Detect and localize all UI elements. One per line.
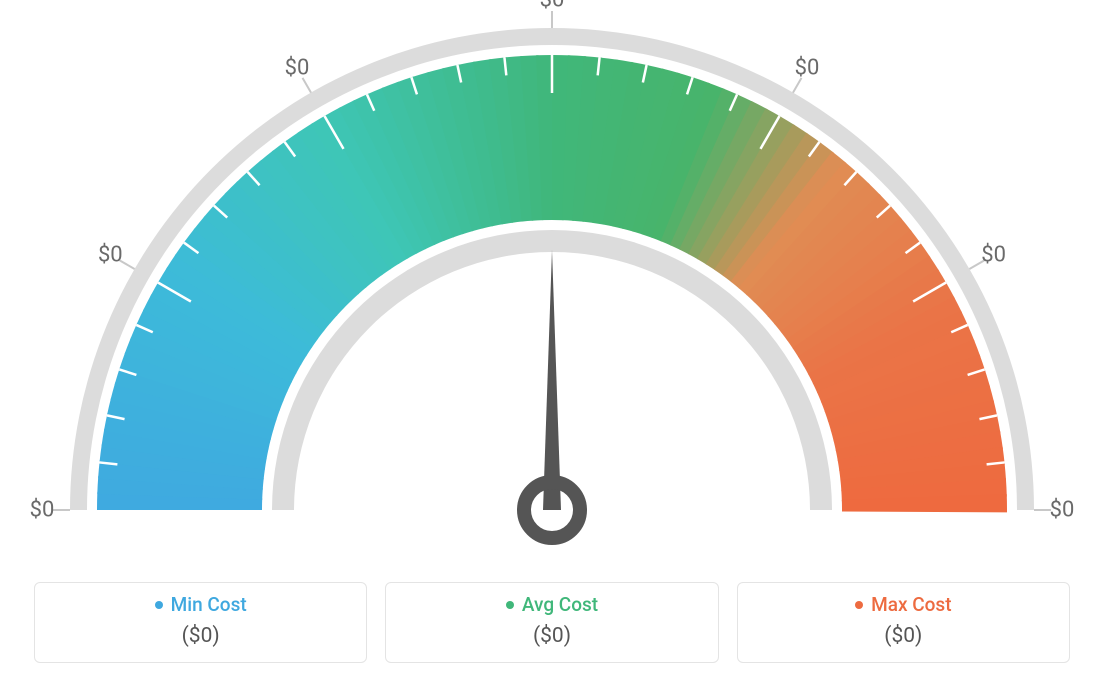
gauge-tick-label: $0	[540, 0, 565, 13]
gauge-tick-label: $0	[98, 243, 123, 268]
legend-row: Min Cost ($0) Avg Cost ($0) Max Cost ($0…	[34, 582, 1070, 663]
legend-item-max: Max Cost ($0)	[737, 582, 1070, 663]
legend-title-max: Max Cost	[855, 593, 951, 616]
legend-value-min: ($0)	[35, 624, 366, 648]
legend-label-min: Min Cost	[171, 593, 247, 616]
legend-dot-avg	[506, 601, 514, 609]
gauge-svg	[0, 0, 1104, 570]
gauge-tick-label: $0	[285, 56, 310, 81]
legend-dot-max	[855, 601, 863, 609]
legend-value-max: ($0)	[738, 624, 1069, 648]
gauge-tick-label: $0	[795, 56, 820, 81]
legend-label-max: Max Cost	[871, 593, 951, 616]
legend-item-avg: Avg Cost ($0)	[385, 582, 718, 663]
legend-value-avg: ($0)	[386, 624, 717, 648]
legend-dot-min	[155, 601, 163, 609]
gauge-tick-label: $0	[981, 243, 1006, 268]
gauge-chart: $0 $0 $0 $0 $0 $0 $0	[0, 0, 1104, 570]
gauge-tick-label: $0	[1050, 498, 1075, 523]
gauge-tick-label: $0	[30, 498, 55, 523]
legend-label-avg: Avg Cost	[522, 593, 598, 616]
legend-title-avg: Avg Cost	[506, 593, 598, 616]
legend-title-min: Min Cost	[155, 593, 247, 616]
legend-item-min: Min Cost ($0)	[34, 582, 367, 663]
